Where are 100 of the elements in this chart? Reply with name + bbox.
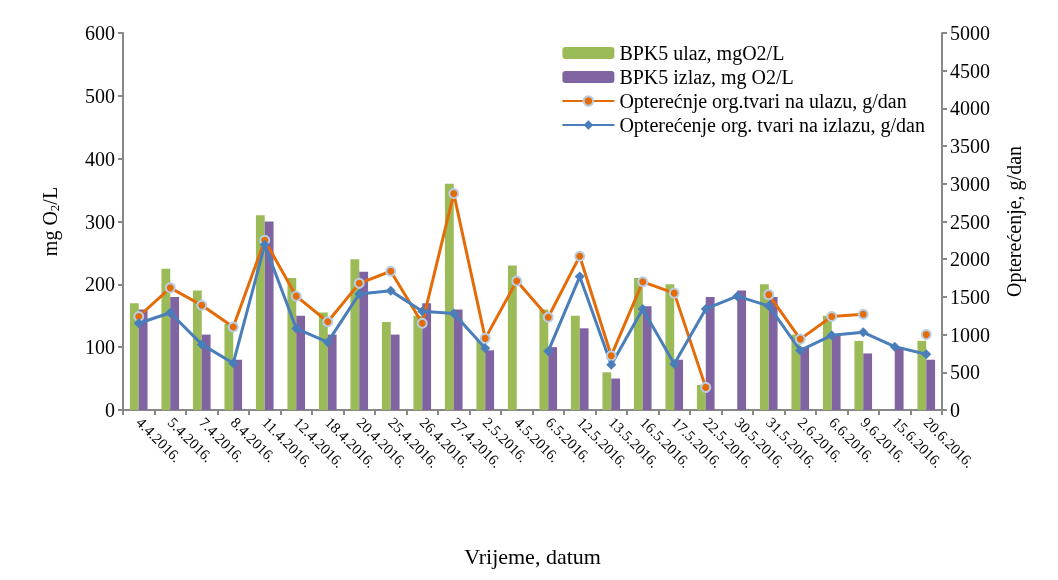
bar <box>926 359 936 410</box>
point <box>763 289 775 301</box>
point <box>826 330 837 341</box>
point <box>385 265 397 277</box>
point <box>385 285 396 296</box>
bar <box>390 334 400 410</box>
point <box>700 303 711 314</box>
legend-label: Opterećnje org.tvari na ulazu, g/dan <box>619 90 907 113</box>
point <box>763 300 774 311</box>
bar <box>894 347 904 410</box>
y-tick-label: 300 <box>85 210 115 233</box>
bar <box>444 183 454 410</box>
bar <box>233 359 243 410</box>
point <box>542 311 554 323</box>
bar <box>737 290 747 410</box>
y2-tick-label: 1500 <box>950 285 990 308</box>
bar <box>476 340 486 410</box>
legend-label: BPK5 ulaz, mgO2/L <box>619 42 785 65</box>
point <box>228 358 239 369</box>
point <box>133 318 144 329</box>
bar <box>854 340 864 410</box>
bar <box>453 309 463 410</box>
point <box>479 332 491 344</box>
bar <box>611 378 621 410</box>
bar <box>863 353 873 410</box>
point <box>290 290 302 302</box>
y-tick-label: 200 <box>85 273 115 296</box>
y2-tick-label: 0 <box>950 399 960 421</box>
bar <box>800 347 810 410</box>
bar <box>350 259 360 410</box>
bar <box>674 359 684 410</box>
point <box>511 275 523 287</box>
point <box>794 333 806 345</box>
point <box>889 341 900 352</box>
point <box>322 316 334 328</box>
y2-tick-label: 4000 <box>950 97 990 120</box>
point <box>448 188 460 200</box>
bar <box>602 372 612 410</box>
x-axis-title: Vrijeme, datum <box>464 543 601 569</box>
y2-tick-label: 500 <box>950 361 980 384</box>
legend-label: BPK5 izlaz, mg O2/L <box>619 66 794 89</box>
point <box>196 339 207 350</box>
bar <box>642 306 652 410</box>
bar <box>413 315 423 410</box>
bar <box>161 268 171 410</box>
point <box>227 321 239 333</box>
point <box>353 277 365 289</box>
point <box>858 327 869 338</box>
point <box>605 350 617 362</box>
point <box>669 359 680 370</box>
bar <box>539 309 549 410</box>
bar <box>327 334 337 410</box>
point <box>574 250 586 262</box>
y-tick-label: 100 <box>85 336 115 359</box>
point <box>480 343 491 354</box>
y-tick-label: 400 <box>85 147 115 170</box>
point <box>921 349 932 360</box>
bar <box>548 347 558 410</box>
y2-tick-label: 4500 <box>950 59 990 82</box>
point <box>164 282 176 294</box>
bar <box>759 284 769 410</box>
point <box>322 337 333 348</box>
y2-tick-label: 2500 <box>950 210 990 233</box>
point <box>291 323 302 334</box>
y2-tick-label: 3500 <box>950 135 990 158</box>
point <box>416 317 428 329</box>
point <box>920 329 932 341</box>
bar <box>831 334 841 410</box>
point <box>543 346 554 357</box>
point <box>637 303 648 314</box>
y2-tick-label: 3000 <box>950 172 990 195</box>
point <box>606 359 617 370</box>
point <box>826 311 838 322</box>
bar <box>170 296 180 410</box>
bar <box>507 265 517 410</box>
point <box>700 381 712 393</box>
bar <box>129 303 139 410</box>
y2-tick-label: 5000 <box>950 22 990 44</box>
y-tick-label: 600 <box>85 22 115 44</box>
bar <box>768 296 778 410</box>
point <box>637 276 649 288</box>
point <box>574 271 585 282</box>
point <box>795 345 806 356</box>
point <box>668 287 680 299</box>
point <box>857 308 869 320</box>
y-tick-label: 500 <box>85 84 115 107</box>
y2-axis-title: Opterećenje, g/dan <box>1003 145 1026 298</box>
point <box>732 291 743 302</box>
bar <box>570 315 580 410</box>
y2-tick-label: 1000 <box>950 323 990 346</box>
bar <box>705 296 715 410</box>
bar <box>917 340 927 410</box>
bar <box>485 350 495 410</box>
point <box>133 311 145 322</box>
bar <box>579 328 589 410</box>
point <box>196 299 208 311</box>
bar <box>296 315 306 410</box>
y2-tick-label: 2000 <box>950 248 990 271</box>
bar <box>201 334 211 410</box>
bar <box>359 271 369 410</box>
